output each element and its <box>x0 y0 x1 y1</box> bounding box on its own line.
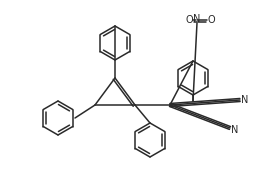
Text: N: N <box>193 14 201 24</box>
Text: N: N <box>231 125 239 135</box>
Text: O: O <box>207 15 215 25</box>
Text: O: O <box>185 15 193 25</box>
Text: N: N <box>241 95 249 105</box>
